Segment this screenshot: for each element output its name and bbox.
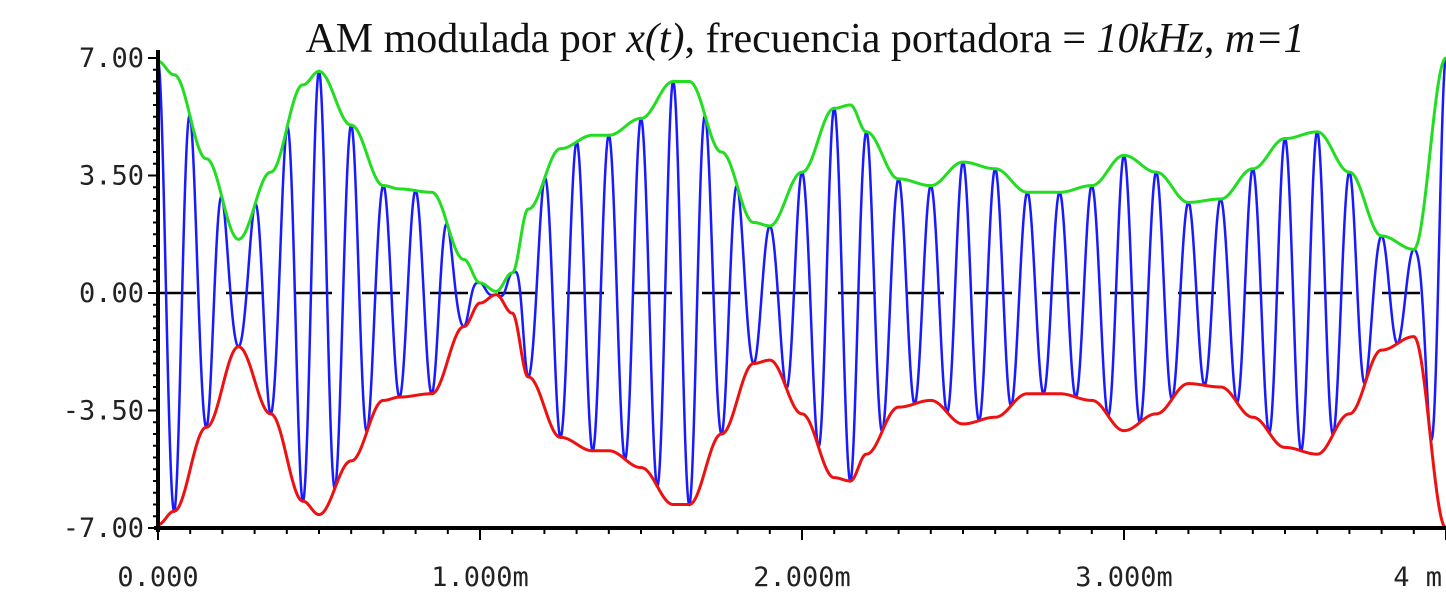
x-tick-label: 4 m	[1393, 562, 1442, 593]
chart-title: AM modulada por x(t), frecuencia portado…	[305, 16, 1304, 62]
y-tick-label: 7.00	[79, 43, 144, 74]
x-tick-label: 2.000m	[753, 562, 851, 593]
title-index: m=1	[1225, 16, 1305, 62]
tick-labels: 7.00 3.50 0.00 -3.50 -7.00 0.000 1.000m 2.000m 3…	[63, 43, 1442, 593]
lower-envelope-line	[157, 293, 1446, 530]
title-separator: ,	[1204, 16, 1225, 62]
title-middle: , frecuencia portadora =	[685, 16, 1097, 62]
x-tick-label: 3.000m	[1075, 562, 1173, 593]
y-tick-label: -7.00	[63, 513, 144, 544]
axes	[148, 50, 1446, 540]
y-tick-label: 0.00	[79, 278, 144, 309]
y-tick-label: 3.50	[79, 161, 144, 192]
x-tick-label: 0.000	[117, 562, 198, 593]
title-carrier: 10kHz	[1097, 16, 1204, 62]
title-signal: x(t)	[625, 16, 684, 62]
x-tick-label: 1.000m	[431, 562, 529, 593]
y-tick-label: -3.50	[63, 396, 144, 427]
title-prefix: AM modulada por	[305, 16, 626, 62]
upper-envelope-line	[157, 56, 1446, 293]
